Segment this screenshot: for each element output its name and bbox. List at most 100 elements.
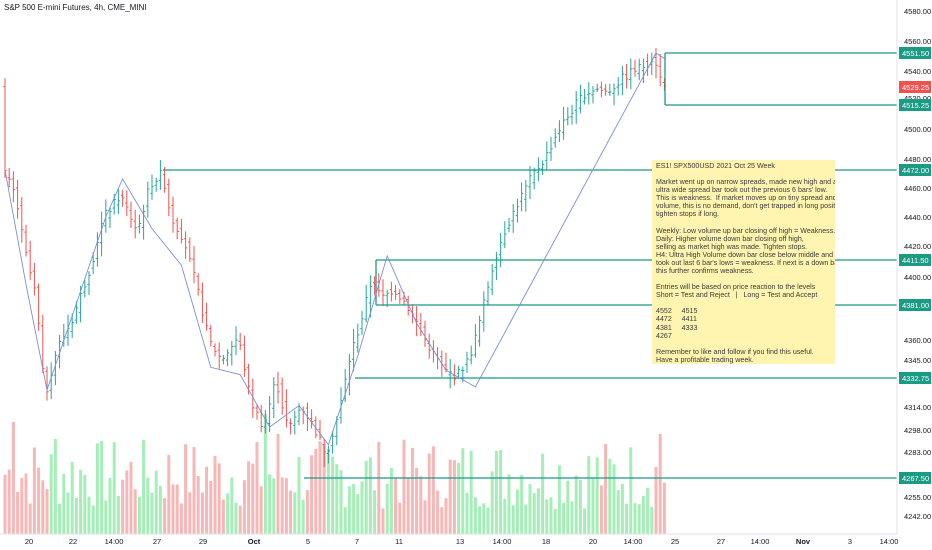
candle [267,396,272,432]
candle [494,252,499,280]
volume-bar [87,496,91,534]
candle [587,82,591,105]
note-line: Remember to like and follow if you find … [656,347,814,356]
volume-bar [360,481,364,534]
candle [225,349,230,367]
candle [553,128,557,148]
volume-bar [625,503,629,534]
key-level-label[interactable]: 4332.75 [902,374,929,383]
volume-bar [427,453,431,534]
candles [3,47,667,467]
price-axis[interactable]: 4242.00 4255.00 4283.00 4298.00 4314.00 4345.… [904,7,931,521]
volume-bar [662,482,666,534]
volume-bar [377,442,381,534]
candle [83,279,87,298]
candle [612,83,616,106]
price-tick-label: 4420.00 [904,242,931,251]
candle [272,377,276,419]
volume-bar [473,497,477,534]
volume-bar [494,450,498,534]
volume-bar [322,444,326,534]
key-level-label[interactable]: 4551.50 [902,49,929,58]
volume-bar [3,474,7,534]
candle [364,284,368,323]
last-price-label-bg [899,81,931,93]
candle [120,189,125,207]
volume-bar [478,506,482,534]
volume-bar [553,508,557,534]
volume-bar [520,474,524,534]
note-line: 4472 4411 [656,315,697,324]
volume-bar [599,485,603,534]
candle [162,167,167,193]
candle [330,430,335,454]
volume-bar [490,471,494,534]
volume-bar [45,489,49,534]
volume-bar [591,477,595,534]
key-level-label[interactable]: 4411.50 [902,256,929,265]
volume-bar [280,477,284,534]
time-tick-label: 27 [153,537,161,546]
candle [456,365,461,379]
note-line: Market went up on narrow spreads, made n… [656,178,835,187]
volume-bar [541,453,545,534]
key-level-label[interactable]: 4267.50 [902,474,929,483]
volume-bar [276,434,280,534]
volume-bar [343,507,347,534]
time-tick-label: 13 [456,537,464,546]
candle [28,240,32,280]
note-line: Have a profitable trading week. [656,355,754,364]
key-level-label[interactable]: 4381.00 [902,301,929,310]
key-level-label[interactable]: 4515.25 [902,101,929,110]
candle [309,409,314,429]
candle [217,342,221,369]
volume-bar [129,462,133,534]
candle [490,263,494,295]
time-tick-label: 18 [542,537,550,546]
key-level-label[interactable]: 4472.00 [902,166,929,175]
candle [498,232,503,268]
candle [482,291,486,332]
candle [381,279,385,306]
time-axis[interactable]: 20 22 14:00 27 29 Oct 5 7 11 13 14:00 18 20 14:00 25 27… [25,537,899,546]
note-line: Weekly: Low volume up bar closing off hi… [656,226,835,235]
candle [608,83,612,96]
candle [389,281,394,302]
volume-bar [461,448,465,534]
candle [620,65,625,96]
volume-bar [637,504,641,534]
volume-bar [511,505,515,534]
candle [158,160,163,190]
volume-bar [230,477,234,534]
volume-bar [205,466,209,534]
volume-bar [436,490,440,534]
volume-bar [154,470,158,534]
candle [179,219,184,244]
volume-bar [53,439,57,534]
volume-bar [532,492,536,534]
time-tick-label: 27 [717,537,725,546]
volume-bar [242,480,246,534]
candle [578,84,583,114]
volume-bar [121,479,125,534]
volume-bar [91,505,95,534]
candle [200,282,205,323]
price-tick-label: 4298.00 [904,426,931,435]
volume-bar [171,484,175,534]
volume-bar [70,462,74,534]
note-line: took out last 6 bar's lows = weakness. I… [656,258,835,267]
candle [524,180,528,212]
candle [591,86,595,104]
candle [641,58,646,84]
volume-bar [578,480,582,534]
key-level-label-bg [899,47,931,59]
note-line: volume, this is no demand, don't get tra… [656,202,835,211]
volume-bar [326,448,330,534]
candle [188,237,192,262]
candle [99,211,104,257]
volume-bar [293,492,297,534]
volume-bar [175,484,179,534]
volume-bar [11,422,15,534]
volume-bar [226,493,230,534]
time-tick-label: 14:00 [880,537,899,546]
